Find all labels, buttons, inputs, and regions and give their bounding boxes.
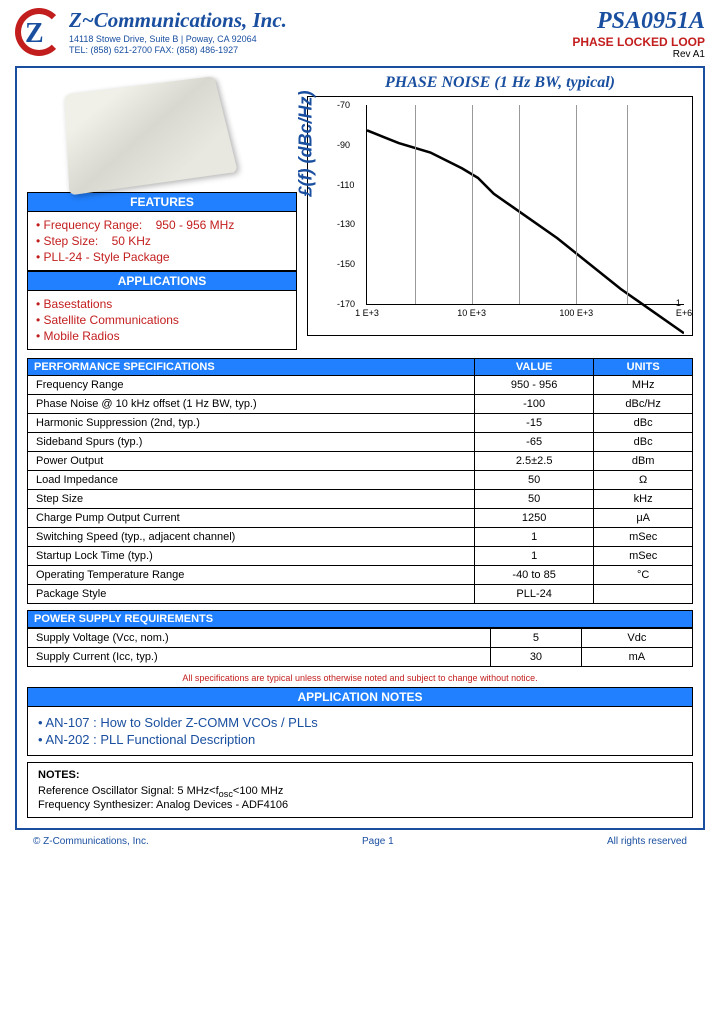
table-row: Switching Speed (typ., adjacent channel)… bbox=[28, 528, 693, 547]
revision: Rev A1 bbox=[572, 49, 705, 60]
main-content: FEATURES • Frequency Range: 950 - 956 MH… bbox=[15, 66, 705, 830]
company-address: 14118 Stowe Drive, Suite B | Poway, CA 9… bbox=[69, 34, 287, 44]
footer-copyright: © Z-Communications, Inc. bbox=[33, 836, 149, 847]
product-subtitle: PHASE LOCKED LOOP bbox=[572, 35, 705, 49]
notes-title: NOTES: bbox=[38, 769, 682, 781]
app-notes-box: • AN-107 : How to Solder Z-COMM VCOs / P… bbox=[27, 707, 693, 756]
notes-line: Reference Oscillator Signal: 5 MHz<fosc<… bbox=[38, 785, 682, 799]
table-row: Supply Current (Icc, typ.)30mA bbox=[28, 648, 693, 667]
product-image bbox=[64, 76, 237, 195]
application-item: • Basestations bbox=[36, 297, 288, 311]
table-row: Sideband Spurs (typ.)-65dBc bbox=[28, 433, 693, 452]
chart-ytick: -70 bbox=[337, 100, 350, 110]
company-logo: Z bbox=[15, 8, 63, 56]
notes-box: NOTES: Reference Oscillator Signal: 5 MH… bbox=[27, 762, 693, 818]
chart-ytick: -150 bbox=[337, 259, 355, 269]
disclaimer: All specifications are typical unless ot… bbox=[27, 673, 693, 683]
chart-ytick: -170 bbox=[337, 299, 355, 309]
footer: © Z-Communications, Inc. Page 1 All righ… bbox=[15, 830, 705, 847]
feature-item: • PLL-24 - Style Package bbox=[36, 250, 288, 264]
table-row: Charge Pump Output Current1250μA bbox=[28, 509, 693, 528]
chart-gridline bbox=[627, 105, 628, 304]
chart-ytick: -110 bbox=[337, 180, 354, 190]
footer-page: Page 1 bbox=[362, 836, 394, 847]
app-note-link[interactable]: • AN-107 : How to Solder Z-COMM VCOs / P… bbox=[38, 715, 682, 730]
part-number: PSA0951A bbox=[572, 8, 705, 35]
chart-ytick: -130 bbox=[337, 219, 355, 229]
table-row: Operating Temperature Range-40 to 85°C bbox=[28, 566, 693, 585]
chart-xtick: 100 E+3 bbox=[559, 308, 593, 318]
table-row: Step Size50kHz bbox=[28, 490, 693, 509]
applications-box: • Basestations • Satellite Communications… bbox=[27, 291, 297, 350]
footer-rights: All rights reserved bbox=[607, 836, 687, 847]
applications-header: APPLICATIONS bbox=[27, 271, 297, 291]
application-item: • Satellite Communications bbox=[36, 313, 288, 327]
chart-xtick: 1 E+6 bbox=[676, 298, 692, 318]
app-notes-header: APPLICATION NOTES bbox=[27, 687, 693, 707]
chart-xtick: 1 E+3 bbox=[355, 308, 379, 318]
chart-gridline bbox=[519, 105, 520, 304]
chart-gridline bbox=[576, 105, 577, 304]
chart-gridline bbox=[415, 105, 416, 304]
company-contact: TEL: (858) 621-2700 FAX: (858) 486-1927 bbox=[69, 45, 287, 55]
chart-title: PHASE NOISE (1 Hz BW, typical) bbox=[307, 74, 693, 92]
header: Z Z~Communications, Inc. 14118 Stowe Dri… bbox=[15, 8, 705, 60]
power-header: POWER SUPPLY REQUIREMENTS bbox=[27, 610, 693, 628]
power-table: Supply Voltage (Vcc, nom.)5VdcSupply Cur… bbox=[27, 628, 693, 667]
chart-ytick: -90 bbox=[337, 140, 350, 150]
table-row: Power Output2.5±2.5dBm bbox=[28, 452, 693, 471]
table-row: Startup Lock Time (typ.)1mSec bbox=[28, 547, 693, 566]
table-row: Package StylePLL-24 bbox=[28, 585, 693, 604]
table-row: Supply Voltage (Vcc, nom.)5Vdc bbox=[28, 629, 693, 648]
company-name: Z~Communications, Inc. bbox=[69, 8, 287, 33]
chart-ylabel: £(f) (dBc/Hz) bbox=[296, 91, 317, 197]
phase-noise-chart: £(f) (dBc/Hz) -70-90-110-130-150-1701 E+… bbox=[307, 96, 693, 336]
chart-gridline bbox=[472, 105, 473, 304]
table-row: Load Impedance50Ω bbox=[28, 471, 693, 490]
features-header: FEATURES bbox=[27, 192, 297, 212]
application-item: • Mobile Radios bbox=[36, 329, 288, 343]
app-note-link[interactable]: • AN-202 : PLL Functional Description bbox=[38, 732, 682, 747]
feature-item: • Step Size: 50 KHz bbox=[36, 234, 288, 248]
notes-line: Frequency Synthesizer: Analog Devices - … bbox=[38, 799, 682, 811]
features-box: • Frequency Range: 950 - 956 MHz • Step S… bbox=[27, 212, 297, 271]
chart-xtick: 10 E+3 bbox=[457, 308, 486, 318]
feature-item: • Frequency Range: 950 - 956 MHz bbox=[36, 218, 288, 232]
